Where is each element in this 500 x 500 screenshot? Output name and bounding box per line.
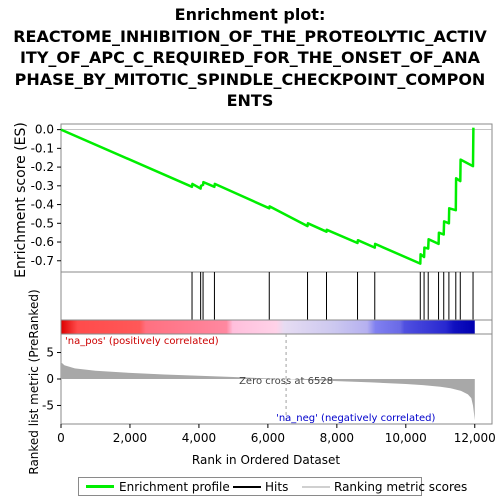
metric-y-axis-label: Ranked list metric (PreRanked)	[27, 289, 41, 474]
enrichment-profile-line	[60, 127, 475, 265]
negative-correlation-label: 'na_neg' (negatively correlated)	[276, 413, 435, 424]
legend-enrichment-profile: Enrichment profile	[119, 480, 230, 494]
positive-correlation-label: 'na_pos' (positively correlated)	[65, 336, 219, 347]
x-tick-label: 2,000	[113, 431, 147, 445]
legend-ranking-metric: Ranking metric scores	[334, 480, 468, 494]
legend: Enrichment profile Hits Ranking metric s…	[78, 477, 467, 496]
rank-color-bar	[61, 320, 475, 334]
metric-y-tick-label: 0	[46, 372, 54, 386]
ranking-metric-area	[61, 362, 475, 421]
zero-cross-label: Zero cross at 6528	[239, 376, 333, 387]
es-plot-frame	[60, 123, 493, 273]
title-line-5: ENTS	[226, 91, 274, 110]
x-tick-label: 4,000	[182, 431, 216, 445]
x-axis-label: Rank in Ordered Dataset	[192, 453, 340, 467]
title-line-1: Enrichment plot:	[174, 5, 326, 24]
legend-swatch-enrichment	[86, 485, 114, 488]
title-line-4: PHASE_BY_MITOTIC_SPINDLE_CHECKPOINT_COMP…	[14, 69, 486, 89]
es-y-tick-label: -0.2	[31, 160, 54, 174]
es-y-tick-label: -0.7	[31, 254, 54, 268]
es-y-tick-label: -0.6	[31, 235, 54, 249]
x-tick-label: 6,000	[251, 431, 285, 445]
title-line-2: REACTOME_INHIBITION_OF_THE_PROTEOLYTIC_A…	[13, 26, 487, 46]
legend-swatch-metric	[302, 486, 330, 488]
x-tick-label: 10,000	[385, 431, 427, 445]
x-tick-label: 0	[57, 431, 65, 445]
es-y-axis-label: Enrichment score (ES)	[13, 122, 29, 278]
es-y-tick-label: 0.0	[35, 123, 54, 137]
x-axis: 0 2,000 4,000 6,000 8,000 10,000 12,000	[57, 424, 496, 445]
x-tick-label: 8,000	[320, 431, 354, 445]
metric-panel: 5 0 -5 Zero cross at 6528 'na_pos' (positive…	[42, 333, 493, 425]
hits-panel	[60, 271, 493, 335]
es-y-tick-label: -0.4	[31, 198, 54, 212]
legend-swatch-hits	[233, 486, 261, 488]
x-tick-label: 12,000	[454, 431, 496, 445]
es-panel: 0.0 -0.1 -0.2 -0.3 -0.4 -0.5 -0.6 -0.7	[31, 123, 493, 273]
es-y-tick-label: -0.3	[31, 179, 54, 193]
legend-hits: Hits	[265, 480, 289, 494]
hits-frame	[60, 271, 493, 321]
metric-y-tick-label: 5	[46, 346, 54, 360]
metric-y-tick-label: -5	[42, 398, 54, 412]
es-y-tick-label: -0.1	[31, 141, 54, 155]
chart-title: Enrichment plot: REACTOME_INHIBITION_OF_…	[0, 4, 500, 112]
title-line-3: ITY_OF_APC_C_REQUIRED_FOR_THE_ONSET_OF_A…	[19, 48, 481, 67]
es-y-tick-label: -0.5	[31, 216, 54, 230]
